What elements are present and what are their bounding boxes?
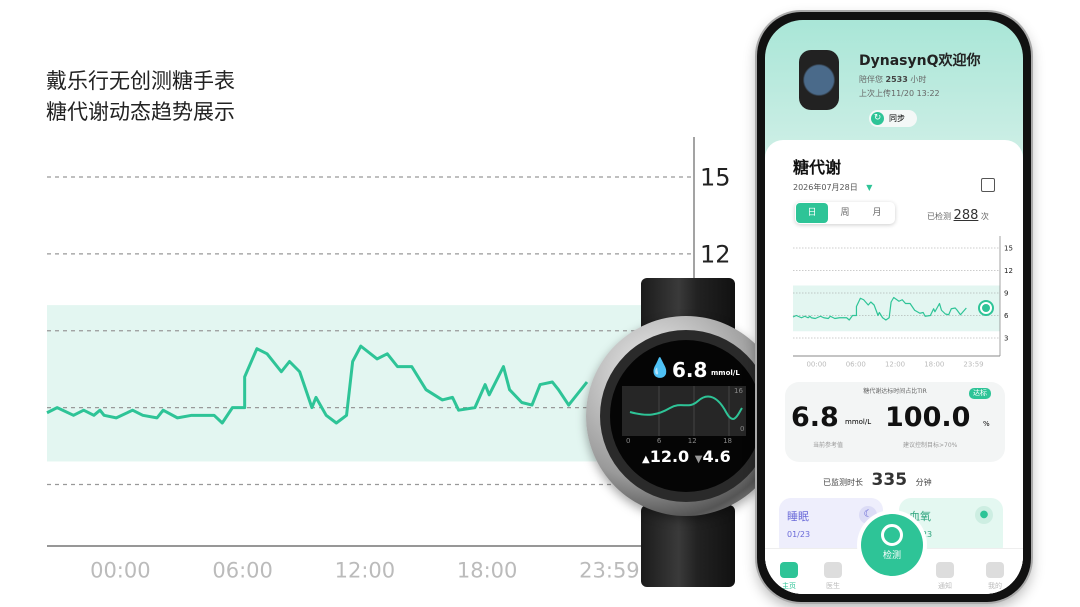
heading-line-1: 戴乐行无创测糖手表 bbox=[46, 69, 235, 93]
x-tick-label: 06:00 bbox=[212, 559, 273, 583]
page-heading: 戴乐行无创测糖手表 糖代谢动态趋势展示 bbox=[46, 66, 235, 128]
x-tick-label: 23:59 bbox=[579, 559, 640, 583]
watch-trend-line bbox=[629, 395, 743, 420]
tir-unit: % bbox=[983, 420, 990, 428]
phone-frame: DynasynQ欢迎你 陪伴您 2533 小时 上次上传11/20 13:22 … bbox=[757, 12, 1031, 602]
tir-label: 建议控制目标>70% bbox=[903, 442, 958, 449]
watch-low: 4.6 bbox=[702, 447, 731, 466]
doctor-icon bbox=[824, 562, 842, 578]
nav-notify[interactable]: 通知 bbox=[925, 562, 965, 591]
spo2-title: 血氧 bbox=[909, 510, 931, 523]
y-tick-label: 12 bbox=[1004, 267, 1013, 275]
triangle-down-icon: ▼ bbox=[694, 454, 703, 465]
y-tick-label: 9 bbox=[1004, 289, 1008, 297]
section-title: 糖代谢 bbox=[793, 158, 842, 177]
mail-icon bbox=[936, 562, 954, 578]
detected-count: 已检测 288 次 bbox=[927, 208, 989, 223]
nav-profile[interactable]: 我的 bbox=[975, 562, 1015, 591]
watch-y-max: 16 bbox=[734, 387, 743, 395]
watch-x-axis: 0 6 12 18 bbox=[626, 437, 732, 446]
droplets-icon: 💧 bbox=[648, 357, 672, 379]
glucose-line bbox=[46, 344, 589, 425]
welcome-text: DynasynQ欢迎你 bbox=[859, 53, 981, 69]
x-tick-label: 00:00 bbox=[806, 361, 826, 369]
watch-strap-bottom bbox=[641, 505, 735, 587]
sleep-title: 睡眠 bbox=[787, 510, 809, 523]
y-tick-label: 3 bbox=[1004, 334, 1008, 342]
current-unit: mmol/L bbox=[845, 418, 872, 426]
y-tick-label: 12 bbox=[700, 240, 731, 268]
x-tick-label: 12:00 bbox=[335, 559, 396, 583]
triangle-up-icon: ▲ bbox=[642, 454, 650, 465]
tab-week[interactable]: 周 bbox=[840, 208, 850, 218]
tir-card: 糖代谢达标时间占比TIR 达标 6.8 mmol/L 100.0 % 当前参考值… bbox=[785, 382, 1005, 462]
watch-high: 12.0 bbox=[649, 447, 690, 466]
watch-x-tick: 6 bbox=[656, 437, 662, 445]
monitor-duration: 已监测时长 335 分钟 bbox=[823, 470, 932, 490]
x-tick-label: 00:00 bbox=[90, 559, 151, 583]
tab-day[interactable]: 日 bbox=[796, 203, 828, 223]
watch-glucose: 6.8 bbox=[672, 358, 708, 382]
share-icon[interactable] bbox=[981, 178, 995, 192]
nav-home[interactable]: 主页 bbox=[769, 562, 809, 591]
watch-y-min: 0 bbox=[740, 425, 745, 433]
nav-doctor[interactable]: 医生 bbox=[813, 562, 853, 591]
x-tick-label: 12:00 bbox=[885, 361, 905, 369]
x-tick-label: 06:00 bbox=[846, 361, 866, 369]
x-tick-label: 18:00 bbox=[457, 559, 518, 583]
x-tick-label: 18:00 bbox=[924, 361, 944, 369]
heading-line-2: 糖代谢动态趋势展示 bbox=[46, 100, 235, 124]
watch-unit: mmol/L bbox=[711, 369, 740, 377]
y-tick-label: 15 bbox=[700, 163, 731, 191]
x-tick-label: 23:59 bbox=[963, 361, 983, 369]
tir-value: 100.0 bbox=[885, 402, 971, 433]
watch-mini-chart bbox=[622, 386, 746, 436]
target-band bbox=[793, 285, 1000, 332]
sleep-date: 01/23 bbox=[787, 530, 811, 539]
sync-button[interactable]: ↻ 同步 bbox=[869, 110, 917, 127]
y-tick-label: 6 bbox=[1004, 312, 1009, 320]
phone-trend-chart: 3 6 9 12 15 00:00 06:00 12:00 18:00 23:59 bbox=[792, 236, 1013, 369]
status-badge: 达标 bbox=[969, 388, 991, 399]
drop-icon: ● bbox=[975, 506, 993, 524]
refresh-icon: ↻ bbox=[871, 112, 884, 125]
watch-x-tick: 12 bbox=[687, 437, 697, 445]
watch-x-tick: 18 bbox=[723, 437, 732, 445]
period-tabs: 日 周 月 bbox=[795, 202, 895, 224]
home-icon bbox=[780, 562, 798, 578]
caret-down-icon: ▼ bbox=[866, 183, 873, 192]
phone-screen: DynasynQ欢迎你 陪伴您 2533 小时 上次上传11/20 13:22 … bbox=[765, 20, 1023, 594]
y-tick-label: 15 bbox=[1004, 244, 1013, 252]
watch-x-tick: 0 bbox=[626, 437, 631, 445]
watch-range: ▲12.0 ▼4.6 bbox=[642, 448, 731, 469]
tab-month[interactable]: 月 bbox=[872, 208, 882, 218]
current-label: 当前参考值 bbox=[813, 442, 844, 449]
tir-title: 糖代谢达标时间占比TIR bbox=[863, 388, 927, 395]
glucose-line bbox=[792, 296, 967, 321]
detect-button[interactable]: 检测 bbox=[861, 514, 923, 576]
watch-thumbnail bbox=[799, 50, 839, 110]
watch-screen: 💧 6.8 mmol/L 16 0 0 6 12 18 ▲12.0 ▼4.6 bbox=[610, 340, 762, 492]
current-point-dot bbox=[982, 304, 990, 312]
current-value: 6.8 bbox=[791, 402, 839, 433]
person-icon bbox=[986, 562, 1004, 578]
date-selector[interactable]: 2026年07月28日 ▼ bbox=[793, 183, 873, 192]
accompany-text: 陪伴您 2533 小时 bbox=[859, 75, 927, 84]
target-band bbox=[47, 305, 647, 462]
last-upload: 上次上传11/20 13:22 bbox=[859, 89, 940, 98]
detect-icon bbox=[881, 524, 903, 546]
